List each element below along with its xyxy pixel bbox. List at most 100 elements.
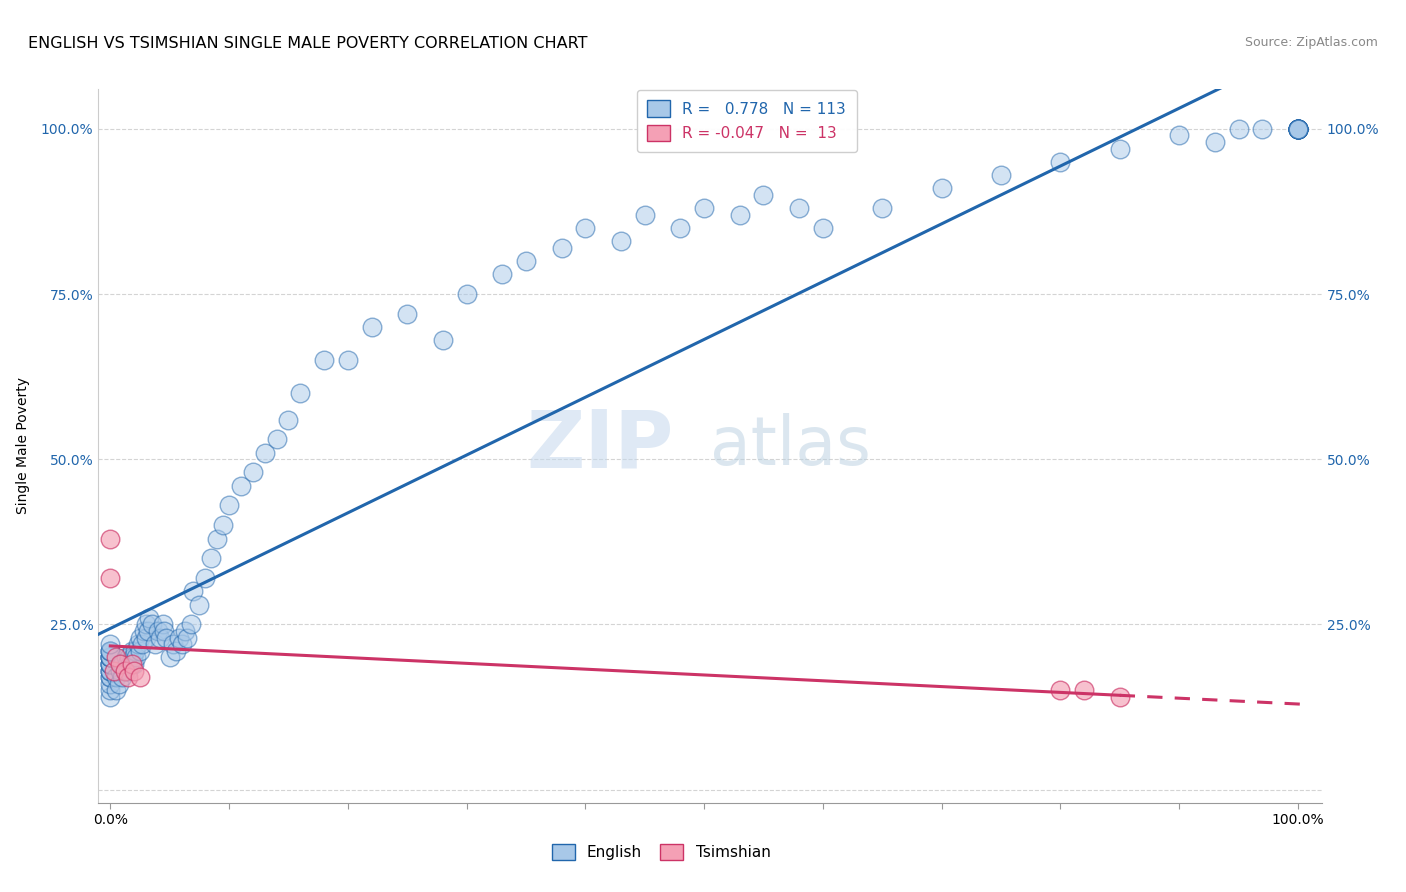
Point	[396, 307, 419, 321]
Point	[170, 637, 193, 651]
Point	[121, 657, 143, 671]
Point	[98, 650, 121, 665]
Point	[108, 664, 131, 678]
Point	[98, 650, 121, 665]
Point	[107, 677, 129, 691]
Point	[1286, 121, 1309, 136]
Point	[131, 637, 153, 651]
Point	[1286, 121, 1309, 136]
Point	[1049, 154, 1071, 169]
Point	[787, 201, 810, 215]
Point	[752, 188, 775, 202]
Point	[98, 650, 121, 665]
Point	[188, 598, 211, 612]
Point	[312, 353, 335, 368]
Point	[515, 254, 537, 268]
Point	[1286, 121, 1309, 136]
Point	[1286, 121, 1309, 136]
Point	[200, 551, 222, 566]
Point	[693, 201, 716, 215]
Point	[266, 433, 288, 447]
Point	[141, 617, 163, 632]
Point	[98, 670, 121, 684]
Point	[218, 499, 240, 513]
Point	[634, 208, 657, 222]
Point	[98, 657, 121, 671]
Text: atlas: atlas	[710, 413, 870, 479]
Point	[183, 584, 205, 599]
Point	[114, 664, 136, 678]
Point	[98, 657, 121, 671]
Point	[117, 664, 139, 678]
Point	[1251, 121, 1274, 136]
Point	[669, 221, 692, 235]
Point	[135, 617, 157, 632]
Point	[98, 644, 121, 658]
Point	[135, 631, 157, 645]
Point	[105, 683, 128, 698]
Point	[110, 657, 132, 671]
Point	[108, 657, 131, 671]
Point	[931, 181, 953, 195]
Point	[728, 208, 751, 222]
Point	[162, 637, 184, 651]
Point	[98, 657, 121, 671]
Point	[811, 221, 834, 235]
Point	[124, 644, 146, 658]
Point	[176, 631, 198, 645]
Point	[990, 168, 1012, 182]
Point	[1286, 121, 1309, 136]
Point	[127, 637, 149, 651]
Point	[105, 670, 128, 684]
Point	[122, 664, 145, 678]
Point	[103, 664, 125, 678]
Point	[115, 657, 138, 671]
Point	[1227, 121, 1250, 136]
Point	[129, 670, 152, 684]
Point	[114, 650, 136, 665]
Point	[152, 624, 174, 638]
Point	[114, 664, 136, 678]
Point	[111, 657, 134, 671]
Text: ZIP: ZIP	[526, 407, 673, 485]
Point	[136, 624, 159, 638]
Point	[98, 571, 121, 585]
Point	[146, 624, 169, 638]
Point	[1168, 128, 1191, 143]
Point	[98, 644, 121, 658]
Point	[277, 412, 299, 426]
Point	[432, 333, 454, 347]
Point	[138, 611, 160, 625]
Point	[152, 617, 174, 632]
Point	[360, 320, 382, 334]
Point	[98, 664, 121, 678]
Point	[98, 644, 121, 658]
Point	[159, 650, 181, 665]
Point	[98, 664, 121, 678]
Point	[129, 631, 152, 645]
Point	[155, 631, 177, 645]
Point	[149, 631, 172, 645]
Point	[174, 624, 197, 638]
Point	[1073, 683, 1095, 698]
Point	[165, 644, 187, 658]
Point	[242, 466, 264, 480]
Point	[456, 287, 478, 301]
Point	[98, 670, 121, 684]
Point	[98, 664, 121, 678]
Legend: English, Tsimshian: English, Tsimshian	[546, 838, 776, 866]
Point	[205, 532, 228, 546]
Point	[212, 518, 235, 533]
Point	[117, 670, 139, 684]
Text: ENGLISH VS TSIMSHIAN SINGLE MALE POVERTY CORRELATION CHART: ENGLISH VS TSIMSHIAN SINGLE MALE POVERTY…	[28, 36, 588, 51]
Point	[253, 445, 276, 459]
Point	[105, 650, 128, 665]
Y-axis label: Single Male Poverty: Single Male Poverty	[15, 377, 30, 515]
Point	[125, 650, 148, 665]
Point	[121, 650, 143, 665]
Point	[98, 532, 121, 546]
Point	[167, 631, 190, 645]
Point	[180, 617, 202, 632]
Point	[98, 677, 121, 691]
Point	[336, 353, 359, 368]
